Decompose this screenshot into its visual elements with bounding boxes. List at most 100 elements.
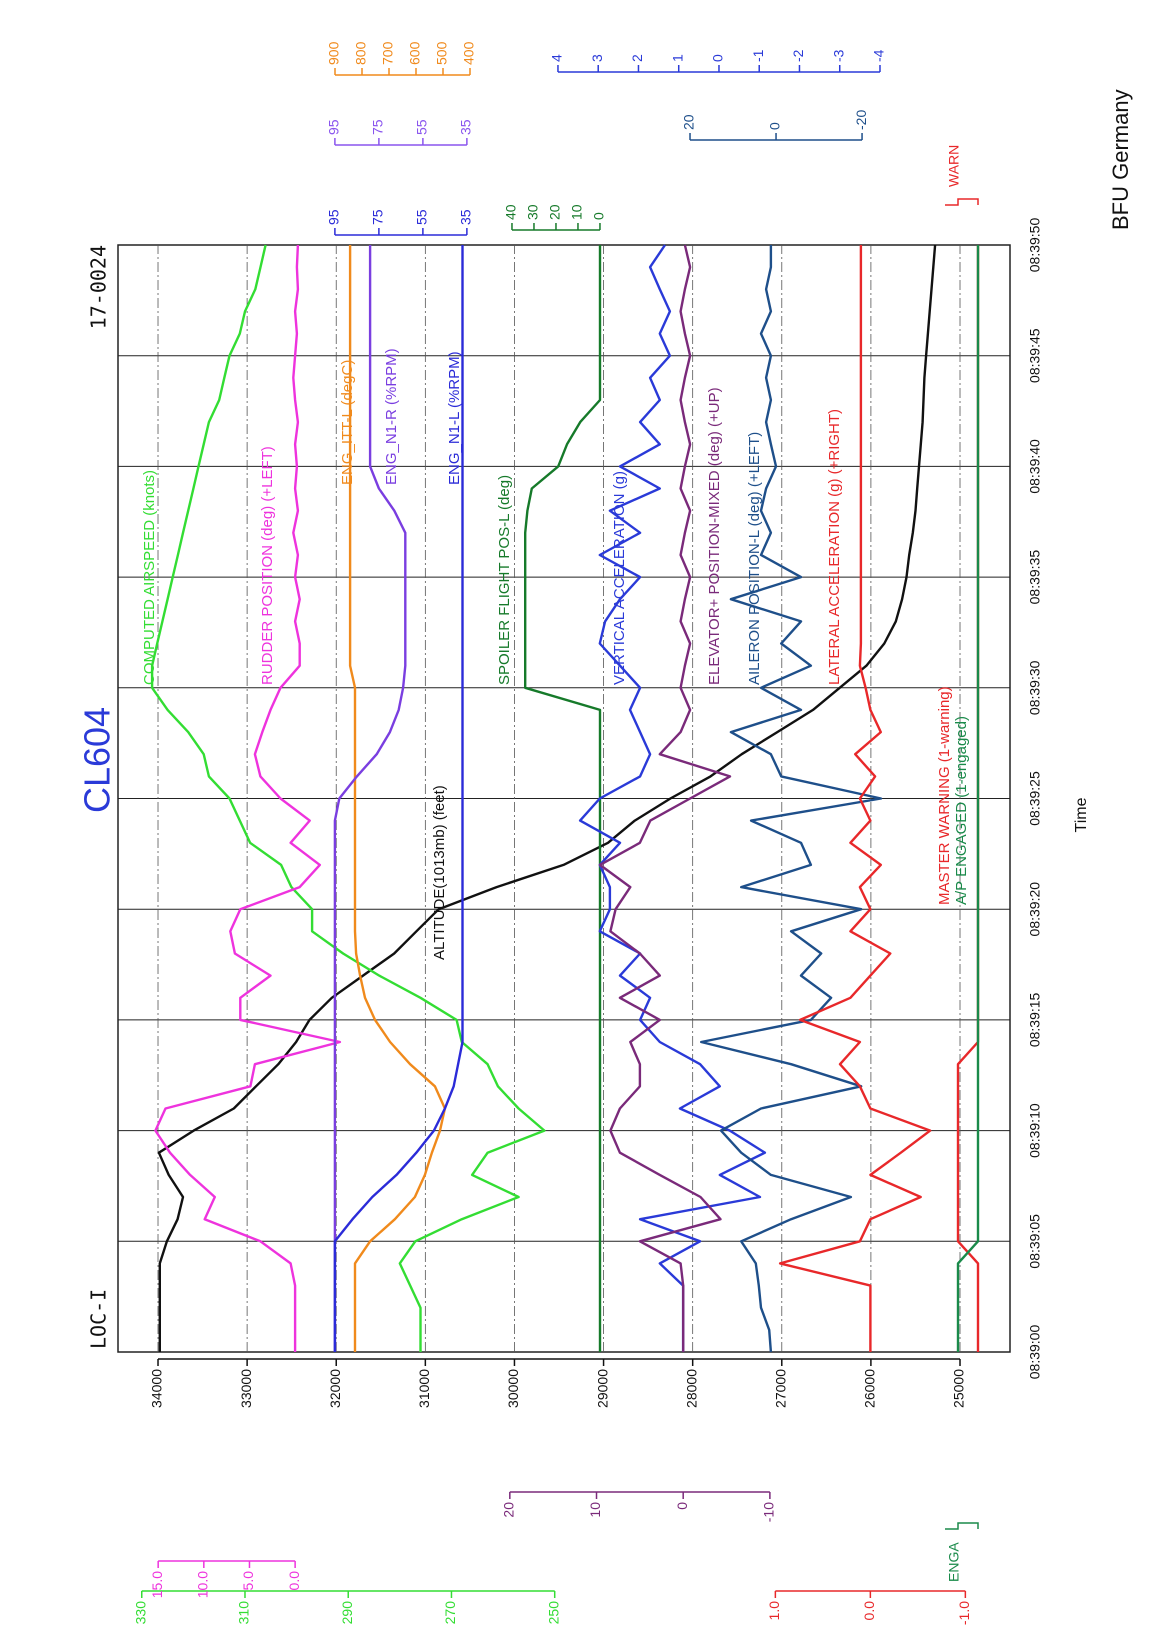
series-line [333, 245, 464, 1352]
axis-label: WARN [946, 145, 962, 187]
y-tick-label: 75 [370, 209, 386, 225]
y-tick-label: -1 [750, 49, 766, 62]
y-tick-label: 0 [674, 1502, 690, 1510]
y-tick-label: 900 [326, 41, 342, 65]
y-tick-label: 10 [569, 204, 585, 220]
y-tick-label: 10.0 [195, 1571, 211, 1598]
series-line [598, 244, 732, 1352]
y-tick-label: 20 [501, 1502, 517, 1518]
y-tick-label: 30000 [505, 1369, 521, 1408]
y-tick-label: 10 [587, 1502, 603, 1518]
x-tick-label: 08:39:10 [1027, 1103, 1043, 1158]
y-tick-label: 33000 [238, 1369, 254, 1408]
series-label: VERTICAL ACCELERATION (g) [611, 471, 628, 685]
x-tick-label: 08:39:05 [1027, 1214, 1043, 1269]
y-tick-label: 700 [380, 41, 396, 65]
y-tick-label: 3 [589, 54, 605, 62]
y-tick-label: 29000 [594, 1369, 610, 1408]
series-line [333, 245, 407, 1352]
y-tick-label: 25000 [951, 1369, 967, 1408]
y-tick-label: 800 [353, 41, 369, 65]
y-tick-label: -20 [853, 110, 869, 130]
x-tick-label: 08:39:30 [1027, 660, 1043, 715]
series-line [154, 244, 342, 1352]
y-tick-label: 31000 [416, 1369, 432, 1408]
x-tick-label: 08:39:40 [1027, 439, 1043, 494]
subtitle-left: LOC-I [87, 1289, 111, 1349]
y-tick-label: 600 [407, 41, 423, 65]
series-line [778, 245, 932, 1352]
y-tick-label: 0 [767, 122, 783, 130]
y-tick-label: 35 [458, 209, 474, 225]
y-tick-label: 400 [461, 41, 477, 65]
series-label: AILERON POSITION-L (deg) (+LEFT) [746, 432, 763, 685]
y-tick-label: 0.0 [286, 1571, 302, 1591]
y-tick-label: 270 [442, 1601, 458, 1625]
series-label: ENG_ITT-L (degC) [339, 360, 356, 485]
y-tick-label: 30 [525, 204, 541, 220]
y-tick-label: 55 [414, 209, 430, 225]
y-tick-label: 500 [434, 41, 450, 65]
x-tick-label: 08:39:45 [1027, 328, 1043, 383]
x-tick-label: 08:39:00 [1027, 1325, 1043, 1380]
y-tick-label: -1.0 [956, 1601, 972, 1625]
y-tick-label: 95 [326, 119, 342, 135]
y-tick-label: 330 [132, 1601, 148, 1625]
series-label: SPOILER FLIGHT POS-L (deg) [496, 475, 513, 685]
y-tick-label: 0 [710, 54, 726, 62]
y-tick-label: 4 [549, 54, 565, 62]
axis-label: ENGA [946, 1542, 962, 1582]
enga-bracket [945, 1522, 979, 1530]
warn-bracket [945, 198, 979, 206]
y-tick-label: 75 [370, 119, 386, 135]
y-tick-label: -2 [790, 49, 806, 62]
y-tick-label: 5.0 [240, 1571, 256, 1591]
series-line [348, 245, 447, 1352]
rotated-chart: CL604 LOC-I 17-0024 Time BFU Germany 08:… [77, 41, 1133, 1625]
series-label: ELEVATOR+ POSITION-MIXED (deg) (+UP) [706, 387, 723, 685]
x-axis-label: Time [1073, 797, 1090, 832]
y-tick-label: 34000 [149, 1369, 165, 1408]
y-tick-label: 27000 [772, 1369, 788, 1408]
y-tick-label: 2 [629, 54, 645, 62]
series-label: LATERAL ACCELERATION (g) (+RIGHT) [826, 409, 843, 685]
y-tick-label: 55 [414, 119, 430, 135]
series-label: ENG_N1-L (%RPM) [446, 351, 463, 485]
series-label: MASTER WARNING (1-warning) [936, 686, 953, 905]
x-tick-label: 08:39:25 [1027, 771, 1043, 826]
series-line [157, 244, 937, 1352]
y-tick-label: 0 [591, 212, 607, 220]
series-line [150, 244, 546, 1352]
y-tick-label: 310 [236, 1601, 252, 1625]
y-tick-label: 28000 [683, 1369, 699, 1408]
y-tick-label: 35 [458, 119, 474, 135]
series-line [578, 244, 767, 1352]
series-label: A/P ENGAGED (1-engaged) [953, 716, 970, 905]
y-tick-label: 1.0 [766, 1601, 782, 1621]
y-tick-label: 290 [339, 1601, 355, 1625]
y-tick-label: 1 [669, 54, 685, 62]
chart-title: CL604 [77, 707, 118, 813]
series-label: ENG_N1-R (%RPM) [383, 348, 400, 485]
series-label: ALTITUDE(1013mb) (feet) [431, 785, 448, 960]
y-tick-label: 20 [681, 114, 697, 130]
y-tick-label: -4 [871, 49, 887, 62]
x-tick-label: 08:39:15 [1027, 992, 1043, 1047]
y-tick-label: -3 [830, 49, 846, 62]
y-tick-label: 26000 [862, 1369, 878, 1408]
x-tick-label: 08:39:35 [1027, 550, 1043, 605]
y-tick-label: -10 [761, 1502, 777, 1522]
y-tick-label: 15.0 [149, 1571, 165, 1598]
y-tick-label: 95 [326, 209, 342, 225]
x-tick-label: 08:39:50 [1027, 218, 1043, 273]
series-label: RUDDER POSITION (deg) (+LEFT) [259, 446, 276, 685]
subtitle-right: 17-0024 [87, 245, 111, 329]
y-tick-label: 40 [503, 204, 519, 220]
y-tick-label: 250 [545, 1601, 561, 1625]
x-tick-label: 08:39:20 [1027, 882, 1043, 937]
source: BFU Germany [1108, 89, 1133, 230]
y-tick-label: 32000 [327, 1369, 343, 1408]
series-label: COMPUTED AIRSPEED (knots) [141, 470, 158, 685]
